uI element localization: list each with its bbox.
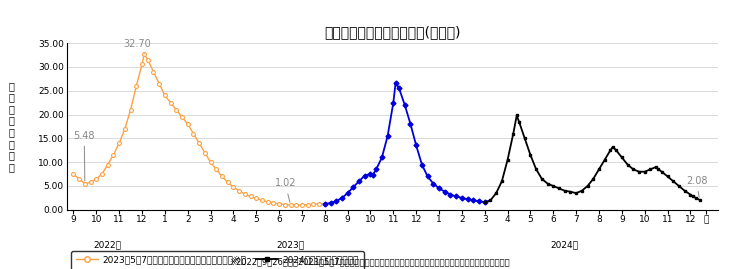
Title: 新型コロナウイルス感染症(埼玉県): 新型コロナウイルス感染症(埼玉県) <box>324 25 460 39</box>
Text: 2.08: 2.08 <box>686 176 707 197</box>
Text: 32.70: 32.70 <box>124 39 152 54</box>
Text: 2022年: 2022年 <box>94 240 121 249</box>
Text: 2024年: 2024年 <box>551 240 579 249</box>
Text: 1.02: 1.02 <box>275 178 296 202</box>
Text: 2023年: 2023年 <box>277 240 305 249</box>
Text: 定
点
当
た
り
報
告
数: 定 点 当 た り 報 告 数 <box>8 81 14 172</box>
Text: ※2022年9月26日から2023年5月7日までの全数報告のデータを元に定点当たり報告数を推計し算出しました。: ※2022年9月26日から2023年5月7日までの全数報告のデータを元に定点当た… <box>229 257 511 266</box>
Legend: 2023年5月7日までの定点当たり報告数（参考値※）, 2023年5月8日以降の定点当たり報告数, 2024年の定点当たり報告数: 2023年5月7日までの定点当たり報告数（参考値※）, 2023年5月8日以降の… <box>71 251 363 269</box>
Text: 5.48: 5.48 <box>73 131 95 181</box>
